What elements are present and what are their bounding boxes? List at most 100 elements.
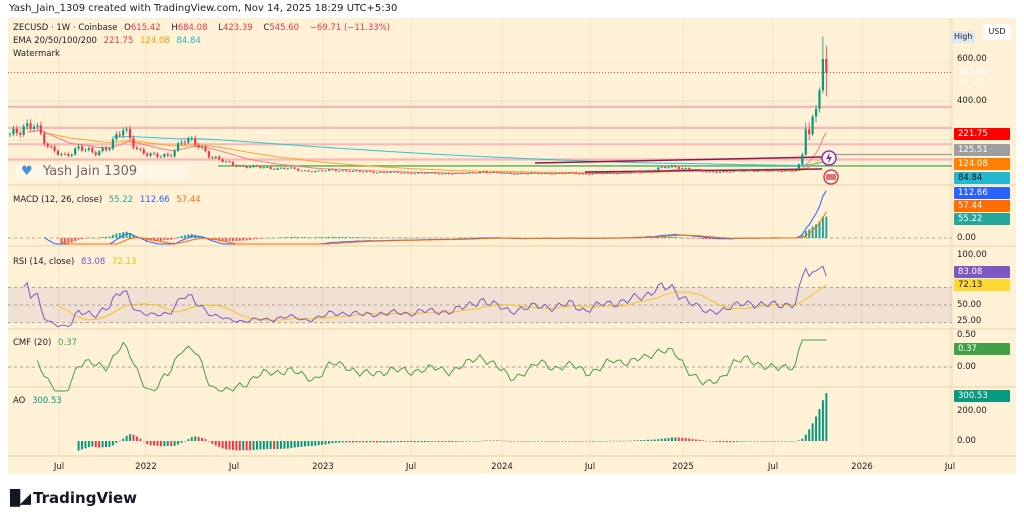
ema200-line <box>112 136 827 166</box>
macd-histogram-bar <box>400 237 403 239</box>
cmf-line <box>36 339 827 392</box>
candle-body <box>564 173 567 175</box>
high-button[interactable]: High <box>951 31 976 43</box>
ao-bar <box>472 441 475 442</box>
macd-histogram-bar <box>417 237 420 239</box>
candle-body <box>149 153 152 156</box>
macd-histogram-bar <box>458 237 461 239</box>
macd-histogram-bar <box>115 233 118 238</box>
ao-bar <box>259 441 262 450</box>
macd-histogram-bar <box>695 238 697 239</box>
ao-bar <box>293 441 296 448</box>
heart-icon: ♥ <box>21 164 33 179</box>
ao-bar <box>177 441 180 445</box>
macd-histogram-bar <box>430 237 433 239</box>
candle-body <box>643 171 646 173</box>
candle-body <box>595 172 598 174</box>
macd-histogram-bar <box>60 238 63 244</box>
candle-body <box>784 170 787 172</box>
ao-bar <box>105 441 108 448</box>
candle-body <box>760 170 763 171</box>
time-tick: Jul <box>228 462 240 472</box>
ao-bar <box>791 441 794 442</box>
macd-histogram-bar <box>173 238 176 239</box>
candle-body <box>811 116 814 135</box>
rsi-band <box>8 287 952 323</box>
ao-bar <box>279 441 282 449</box>
ao-bar <box>225 441 228 450</box>
candle-body <box>670 165 674 168</box>
macd-histogram-bar <box>437 237 440 239</box>
candle-body <box>530 172 533 174</box>
candle-body <box>804 129 807 155</box>
candle-body <box>780 171 783 172</box>
candle-body <box>640 171 643 173</box>
macd-histogram-bar <box>283 237 286 238</box>
ao-bar <box>564 441 567 442</box>
ao-bar <box>417 441 420 443</box>
macd-histogram-bar <box>177 237 180 238</box>
macd-histogram-bar <box>352 237 354 238</box>
currency-button[interactable]: USD <box>983 24 1011 40</box>
candle-body <box>567 172 571 174</box>
candle-body <box>53 146 56 151</box>
ao-bar <box>550 441 553 442</box>
candle-body <box>581 173 584 175</box>
macd-histogram-bar <box>444 237 447 239</box>
ao-bar <box>616 440 619 442</box>
macd-histogram-bar <box>218 238 221 241</box>
candle-body <box>77 146 80 149</box>
rsi-ma-line <box>57 284 827 321</box>
ao-bar <box>516 441 519 442</box>
ao-bar <box>135 436 138 441</box>
macd-histogram-bar <box>129 233 132 238</box>
ao-bar <box>300 441 303 447</box>
macd-histogram-bar <box>118 232 121 238</box>
candle-body <box>111 139 114 149</box>
ao-bar <box>327 441 330 444</box>
macd-histogram-bar <box>231 238 234 242</box>
ao-bar <box>307 441 310 447</box>
ao-bar <box>454 441 457 442</box>
candle-body <box>32 126 36 129</box>
macd-histogram-bar <box>290 236 293 238</box>
macd-histogram-bar <box>303 237 306 238</box>
watermark-legend: Watermark <box>13 49 60 59</box>
ao-bar <box>276 441 279 450</box>
ao-bar <box>530 441 533 442</box>
ao-bar <box>729 441 732 443</box>
ao-bar <box>502 440 505 442</box>
tradingview-logo: ▉◢ TradingView <box>10 489 137 507</box>
candle-body <box>403 172 406 174</box>
ao-bar <box>218 441 221 447</box>
ao-bar <box>554 441 557 442</box>
macd-histogram-bar <box>245 238 248 241</box>
rsi-legend: RSI (14, close) 83.08 72.13 <box>13 257 137 267</box>
macd-histogram-bar <box>451 237 454 239</box>
candle-body <box>118 134 121 136</box>
macd-histogram-bar <box>266 237 269 239</box>
candle-body <box>382 171 385 173</box>
candle-body <box>729 171 732 173</box>
macd-histogram-bar <box>187 234 190 238</box>
candle-body <box>180 142 183 144</box>
macd-histogram-bar <box>273 237 276 239</box>
candle-body <box>434 172 437 174</box>
candle-body <box>262 167 265 169</box>
macd-histogram-bar <box>297 237 300 238</box>
macd-histogram-bar <box>465 237 468 239</box>
candle-body <box>341 170 344 172</box>
candle-body <box>485 171 488 173</box>
ao-bar <box>753 441 756 442</box>
candle-body <box>163 154 166 157</box>
macd-histogram-bar <box>341 236 344 238</box>
candle-body <box>159 156 163 158</box>
ao-bar <box>818 409 821 441</box>
candle-body <box>646 170 650 172</box>
change-value: −69.71 (−11.33%) <box>309 23 391 33</box>
ao-bar <box>365 441 368 443</box>
macd-histogram-bar <box>183 235 186 238</box>
ao-bar <box>708 441 711 442</box>
macd-histogram-bar <box>74 238 77 242</box>
candle-body <box>708 171 711 173</box>
